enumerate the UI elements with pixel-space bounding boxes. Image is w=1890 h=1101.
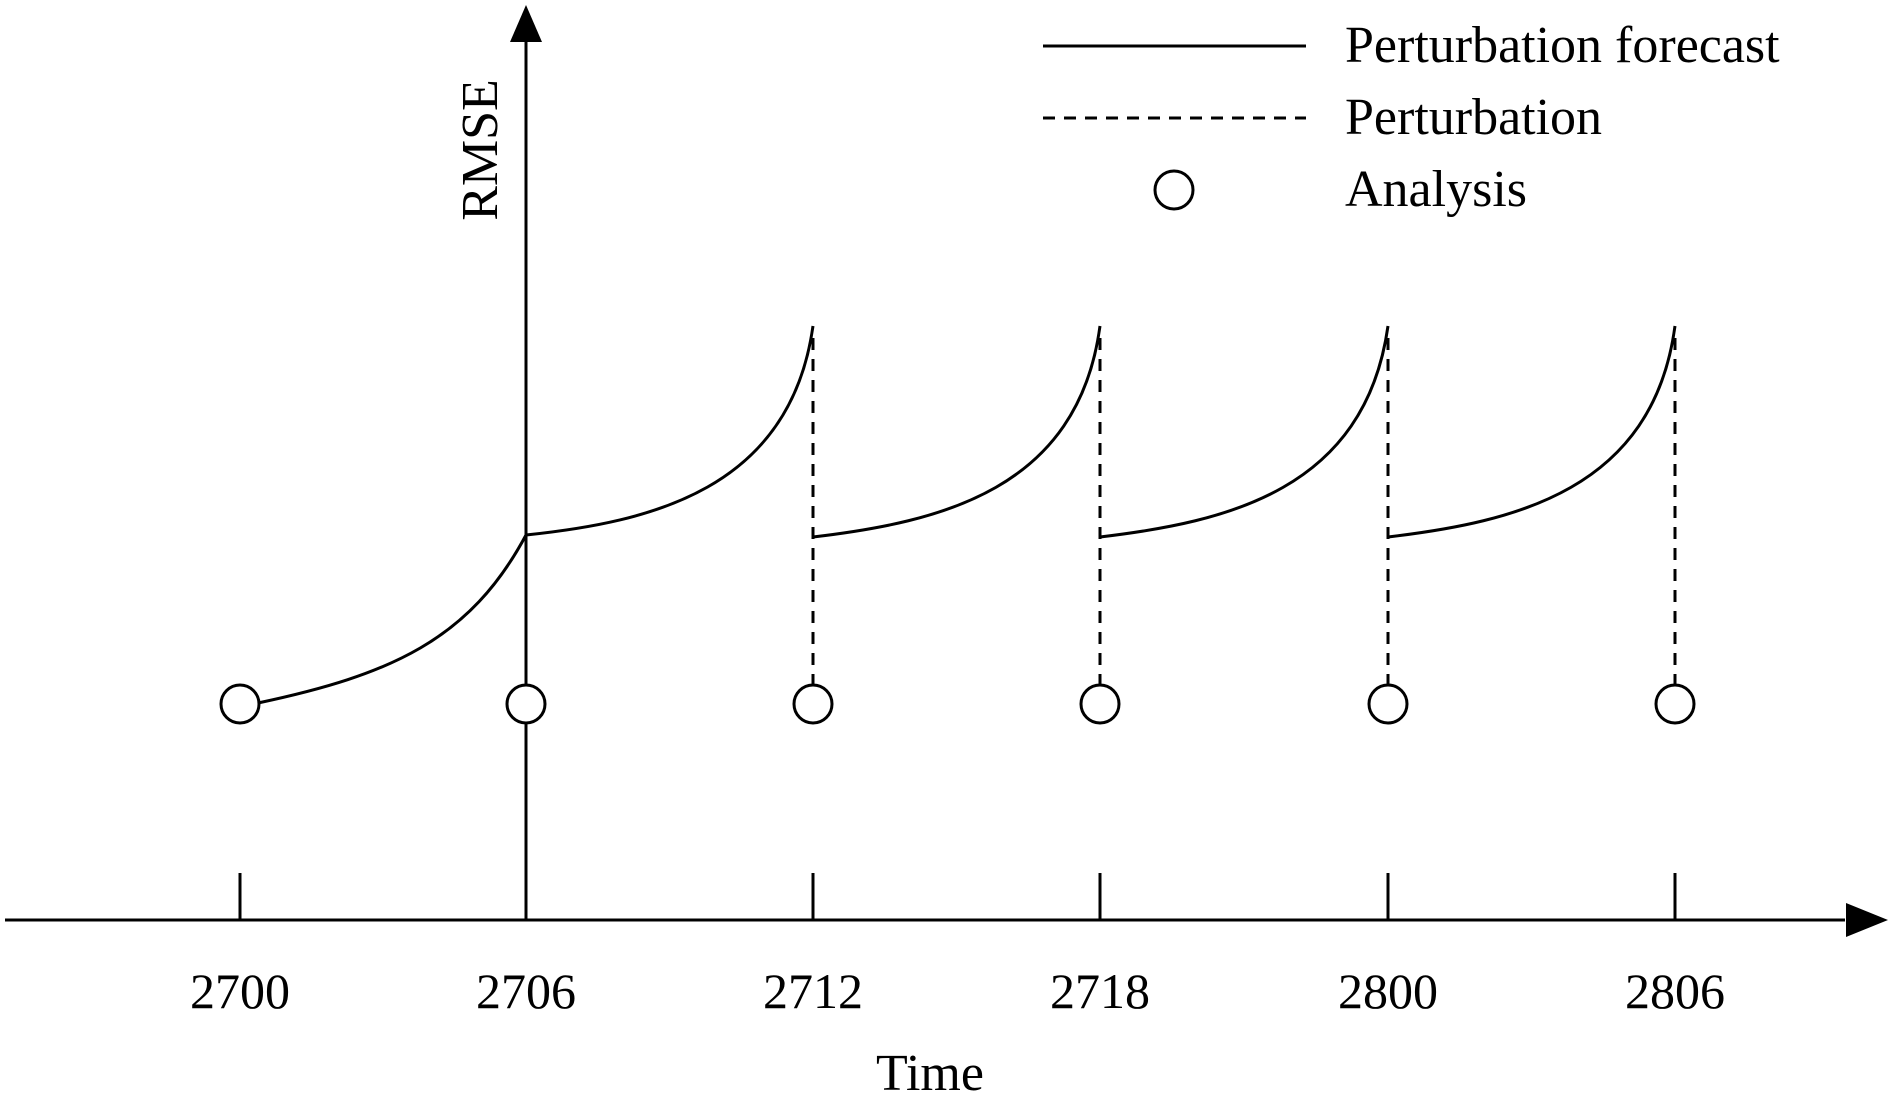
x-axis-arrowhead: [1846, 903, 1888, 937]
legend-circle-swatch: [1153, 169, 1195, 211]
x-axis-title: Time: [876, 1045, 984, 1101]
analysis-circle: [1654, 683, 1696, 725]
analysis-circle: [219, 683, 261, 725]
forecast-curve: [1099, 325, 1390, 539]
legend-label-perturbation: Perturbation: [1345, 89, 1602, 146]
analysis-markers: [219, 683, 1696, 725]
analysis-circle: [505, 683, 547, 725]
y-axis-title: RMSE: [452, 79, 509, 221]
analysis-circle: [792, 683, 834, 725]
forecast-curve-initial: [257, 534, 528, 705]
tick-label: 2706: [476, 963, 576, 1019]
legend-label-forecast: Perturbation forecast: [1345, 17, 1780, 74]
x-ticks: [238, 873, 1677, 920]
analysis-circle: [1367, 683, 1409, 725]
tick-label: 2700: [190, 963, 290, 1019]
x-tick-labels: 2700 2706 2712 2718 2800 2806: [190, 963, 1725, 1019]
tick-label: 2712: [763, 963, 863, 1019]
tick-label: 2806: [1625, 963, 1725, 1019]
legend-label-analysis: Analysis: [1345, 161, 1527, 218]
legend: Perturbation forecast Perturbation Analy…: [1043, 17, 1780, 218]
axes: [5, 5, 1888, 937]
forecast-curve: [812, 325, 1102, 539]
forecast-curves: [257, 325, 1677, 705]
tick-label: 2718: [1050, 963, 1150, 1019]
analysis-circle: [1079, 683, 1121, 725]
forecast-curve: [1387, 325, 1677, 539]
forecast-curve: [525, 325, 815, 537]
tick-label: 2800: [1338, 963, 1438, 1019]
perturbation-lines: [811, 338, 1677, 684]
y-axis-arrowhead: [510, 5, 542, 42]
